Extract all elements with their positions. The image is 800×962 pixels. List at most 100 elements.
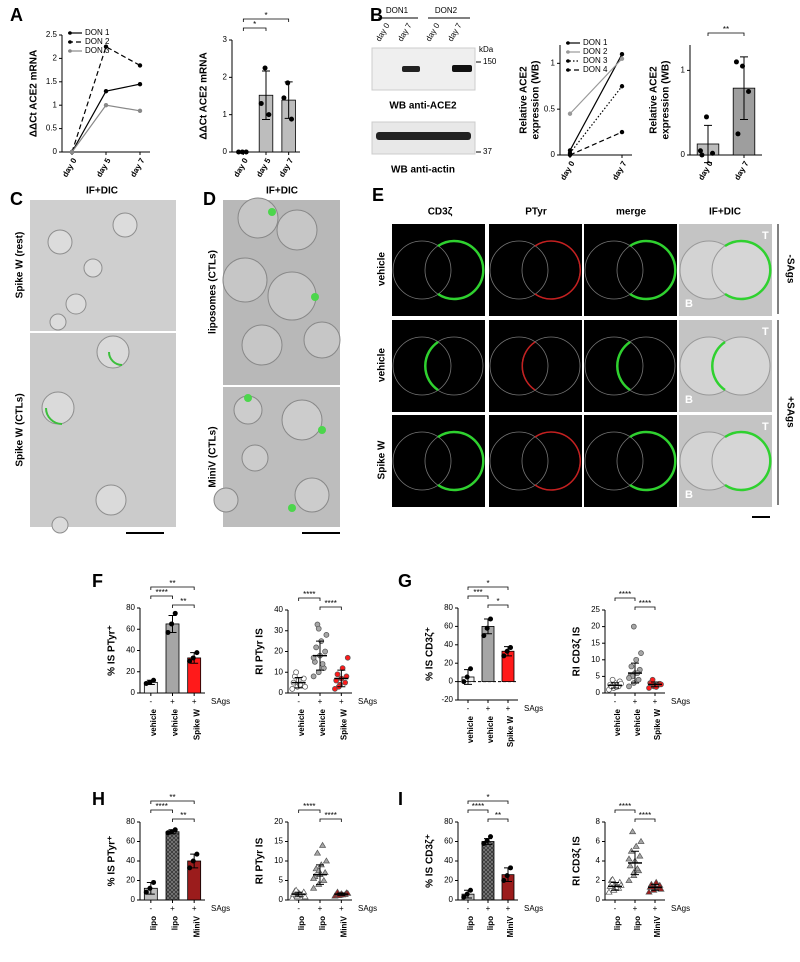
data-point <box>288 894 296 901</box>
cell-tag: T <box>762 230 769 242</box>
y-axis-label: % IS CD3ζ⁺ <box>425 834 436 888</box>
lane-label: day 7 <box>396 21 414 43</box>
row-label: MiniV (CTLs) <box>208 426 219 487</box>
data-point <box>657 885 665 892</box>
significance-bracket <box>242 18 290 22</box>
fluorescence <box>534 431 581 491</box>
legend-marker <box>566 68 570 72</box>
y-tick-label: 80 <box>126 817 135 826</box>
y-tick-label: 60 <box>126 624 135 633</box>
data-point <box>630 623 637 630</box>
fluorescence <box>244 394 252 402</box>
significance-bracket <box>172 818 195 822</box>
significance-label: **** <box>619 802 631 811</box>
y-tick-label: 0 <box>131 688 136 697</box>
sign-label: - <box>614 697 617 706</box>
data-point <box>320 876 328 883</box>
significance-bracket <box>467 595 489 599</box>
y-tick-label: 60 <box>444 622 453 631</box>
micrograph <box>489 320 582 412</box>
sd-bar <box>651 883 659 891</box>
lane-label: day 7 <box>446 21 464 43</box>
data-point <box>735 131 741 137</box>
y-tick-label: 0 <box>131 895 136 904</box>
unit-label: kDa <box>479 45 494 54</box>
signs-label: SAgs <box>524 904 543 913</box>
data-point <box>484 625 490 631</box>
data-point <box>301 893 309 900</box>
fluorescence <box>629 239 677 301</box>
significance-label: **** <box>639 599 651 608</box>
significance-label: *** <box>473 588 482 597</box>
micrograph <box>392 415 485 507</box>
sd-bar <box>651 681 659 688</box>
significance-bracket <box>150 800 195 804</box>
data-point <box>605 888 613 895</box>
y-tick-label: 2 <box>223 72 228 81</box>
y-tick-label: 15 <box>274 837 283 846</box>
fluorescence <box>534 240 581 300</box>
data-point <box>461 679 467 685</box>
fluorescence <box>616 340 631 392</box>
data-point <box>239 149 245 155</box>
image-header: IF+DIC <box>86 186 118 197</box>
series-line <box>569 131 623 156</box>
y-axis-label: ΔΔCt ACE2 mRNA <box>29 50 40 137</box>
signs-label: SAgs <box>358 904 377 913</box>
y-axis-label: RI CD3ζ IS <box>572 626 583 676</box>
y-tick-label: 40 <box>274 605 283 614</box>
significance-label: * <box>253 20 256 29</box>
significance-label: ** <box>723 25 729 34</box>
data-point <box>313 644 320 651</box>
sd-bar <box>316 864 324 885</box>
cell <box>584 431 644 491</box>
y-tick-label: 80 <box>126 603 135 612</box>
data-point <box>143 889 149 895</box>
y-tick-label: 0 <box>449 895 454 904</box>
cell <box>584 336 644 396</box>
sign-label: + <box>170 697 175 706</box>
significance-bracket <box>614 597 636 601</box>
donor-label: DON1 <box>386 6 409 15</box>
data-point <box>626 675 632 681</box>
data-point <box>151 879 157 885</box>
micrograph <box>489 415 582 507</box>
sd-bar <box>294 676 303 689</box>
y-tick-label: 8 <box>596 817 601 826</box>
significance-bracket <box>487 604 509 608</box>
x-tick-label: vehicle <box>466 715 475 743</box>
data-point <box>633 865 642 872</box>
data-point <box>334 671 341 678</box>
significance-label: **** <box>639 811 651 820</box>
sign-label: - <box>297 697 300 706</box>
sd-bar <box>611 881 619 891</box>
data-point <box>625 876 633 883</box>
sign-label: + <box>192 904 197 913</box>
sign-label: - <box>149 697 152 706</box>
data-point <box>645 888 653 895</box>
legend-label: DON 3 <box>583 56 608 65</box>
x-tick-label: day 5 <box>255 156 273 179</box>
data-point <box>172 827 178 833</box>
significance-bracket <box>298 809 321 813</box>
cell <box>96 335 130 369</box>
x-tick-label: Spike W <box>192 709 201 741</box>
sign-label: + <box>318 904 323 913</box>
data-point <box>310 673 317 680</box>
y-tick-label: 15 <box>591 638 600 647</box>
panel-letter: F <box>92 571 103 591</box>
micrograph <box>30 200 176 331</box>
cell <box>65 293 87 315</box>
significance-label: **** <box>472 802 484 811</box>
y-tick-label: 2 <box>53 54 58 63</box>
sign-label: + <box>633 697 638 706</box>
data-point <box>625 855 633 862</box>
fluorescence <box>437 430 485 492</box>
x-tick-label: lipo <box>318 916 327 930</box>
cell <box>241 444 269 472</box>
x-tick-label: vehicle <box>171 708 180 736</box>
data-point <box>468 666 474 672</box>
y-tick-label: 0.5 <box>544 104 556 113</box>
row-label: vehicle <box>377 348 388 382</box>
data-point <box>626 683 632 690</box>
